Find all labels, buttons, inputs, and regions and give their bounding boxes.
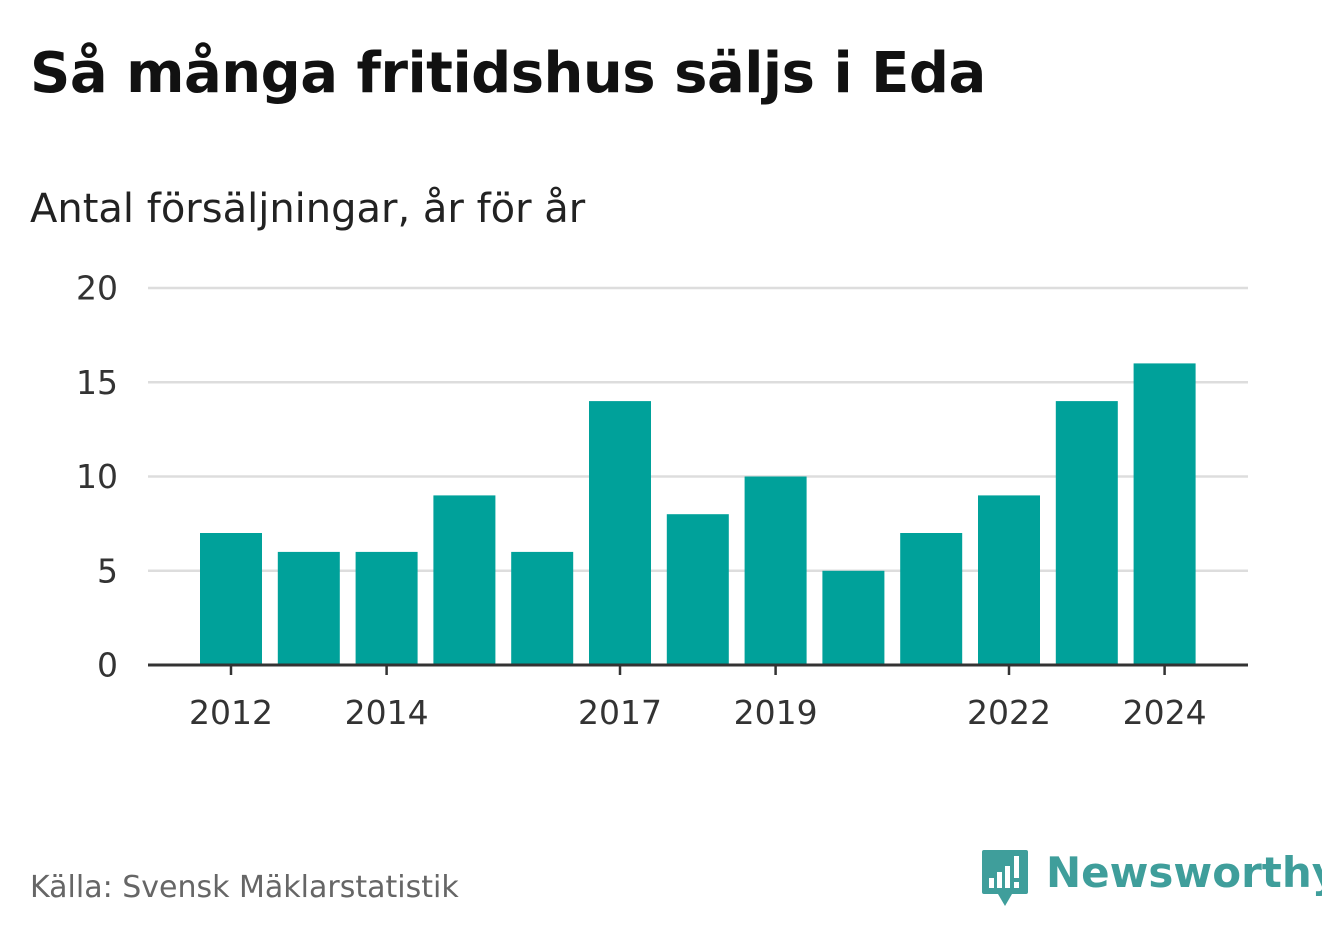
bar-2012	[200, 533, 262, 665]
bar-2018	[666, 514, 729, 665]
y-tick-label: 15	[76, 363, 118, 402]
bar-2024	[1133, 363, 1196, 665]
x-tick-label: 2012	[189, 693, 273, 732]
bar-2015	[433, 495, 496, 665]
source-note: Källa: Svensk Mäklarstatistik	[30, 870, 459, 905]
bar-2017	[589, 401, 651, 665]
bar-2023	[1055, 401, 1118, 665]
bar-2013	[277, 551, 340, 665]
bar-2016	[511, 551, 574, 665]
y-tick-label: 0	[97, 646, 118, 685]
x-tick-label: 2019	[734, 693, 818, 732]
chart-subtitle: Antal försäljningar, år för år	[30, 186, 586, 232]
brand-name: Newsworthy	[1046, 848, 1322, 897]
x-axis	[148, 663, 1248, 675]
chart-title: Så många fritidshus säljs i Eda	[30, 41, 986, 106]
bar-2014	[355, 551, 418, 665]
newsworthy-logo-icon	[982, 850, 1028, 906]
y-tick-label: 5	[97, 551, 118, 590]
x-tick-label: 2024	[1123, 693, 1207, 732]
x-tick-label: 2017	[578, 693, 662, 732]
bar-chart: 0 5 10 15 20 2012 2014 2017 2019 2022 2024	[76, 269, 1248, 733]
bar-2020	[822, 570, 885, 666]
bar-2021	[900, 533, 963, 665]
x-tick-label: 2022	[967, 693, 1051, 732]
x-tick-label: 2014	[345, 693, 429, 732]
y-tick-label: 10	[76, 457, 118, 496]
bar-2022	[978, 495, 1040, 665]
y-tick-label: 20	[76, 269, 118, 308]
bars	[200, 363, 1196, 666]
bar-2019	[744, 476, 807, 665]
tick-labels: 0 5 10 15 20 2012 2014 2017 2019 2022 2024	[76, 269, 1207, 733]
brand-logo: Newsworthy	[980, 848, 1322, 910]
